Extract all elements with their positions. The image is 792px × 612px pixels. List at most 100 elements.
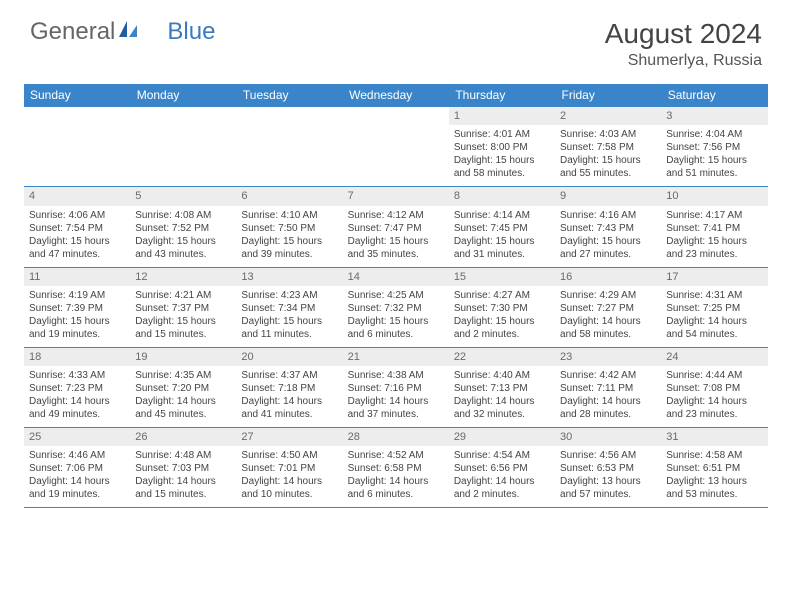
brand-part2: Blue — [167, 18, 215, 46]
day-number: 7 — [343, 187, 449, 206]
day-detail-row: Sunrise: 4:19 AMSunset: 7:39 PMDaylight:… — [24, 286, 768, 348]
weekday-header: Monday — [130, 84, 236, 107]
day-number: 6 — [236, 187, 342, 206]
sunrise-text: Sunrise: 4:12 AM — [348, 209, 444, 222]
sunrise-text: Sunrise: 4:42 AM — [560, 369, 656, 382]
day-number: 1 — [449, 107, 555, 126]
day-cell — [343, 125, 449, 187]
daylight-text: Daylight: 15 hours and 43 minutes. — [135, 235, 231, 261]
sunset-text: Sunset: 7:03 PM — [135, 462, 231, 475]
sunset-text: Sunset: 7:37 PM — [135, 302, 231, 315]
sunset-text: Sunset: 7:08 PM — [666, 382, 762, 395]
sunrise-text: Sunrise: 4:37 AM — [241, 369, 337, 382]
day-number: 16 — [555, 267, 661, 286]
day-number — [236, 107, 342, 126]
sunrise-text: Sunrise: 4:48 AM — [135, 449, 231, 462]
day-cell: Sunrise: 4:31 AMSunset: 7:25 PMDaylight:… — [661, 286, 767, 348]
brand-logo: General Blue — [30, 18, 215, 46]
title-block: August 2024 Shumerlya, Russia — [605, 18, 762, 70]
sunrise-text: Sunrise: 4:52 AM — [348, 449, 444, 462]
day-detail-row: Sunrise: 4:01 AMSunset: 8:00 PMDaylight:… — [24, 125, 768, 187]
sunset-text: Sunset: 7:50 PM — [241, 222, 337, 235]
sunset-text: Sunset: 7:32 PM — [348, 302, 444, 315]
daylight-text: Daylight: 15 hours and 51 minutes. — [666, 154, 762, 180]
day-cell: Sunrise: 4:37 AMSunset: 7:18 PMDaylight:… — [236, 366, 342, 428]
daylight-text: Daylight: 15 hours and 2 minutes. — [454, 315, 550, 341]
sunset-text: Sunset: 7:39 PM — [29, 302, 125, 315]
weekday-header: Tuesday — [236, 84, 342, 107]
day-cell: Sunrise: 4:08 AMSunset: 7:52 PMDaylight:… — [130, 206, 236, 268]
weekday-header: Wednesday — [343, 84, 449, 107]
day-cell: Sunrise: 4:19 AMSunset: 7:39 PMDaylight:… — [24, 286, 130, 348]
day-cell: Sunrise: 4:10 AMSunset: 7:50 PMDaylight:… — [236, 206, 342, 268]
day-detail-row: Sunrise: 4:33 AMSunset: 7:23 PMDaylight:… — [24, 366, 768, 428]
day-number-row: 18192021222324 — [24, 347, 768, 366]
day-number: 8 — [449, 187, 555, 206]
sunset-text: Sunset: 8:00 PM — [454, 141, 550, 154]
daylight-text: Daylight: 14 hours and 19 minutes. — [29, 475, 125, 501]
daylight-text: Daylight: 15 hours and 11 minutes. — [241, 315, 337, 341]
month-title: August 2024 — [605, 18, 762, 50]
day-cell — [24, 125, 130, 187]
daylight-text: Daylight: 13 hours and 53 minutes. — [666, 475, 762, 501]
sunset-text: Sunset: 7:52 PM — [135, 222, 231, 235]
sunrise-text: Sunrise: 4:50 AM — [241, 449, 337, 462]
day-cell: Sunrise: 4:29 AMSunset: 7:27 PMDaylight:… — [555, 286, 661, 348]
weekday-header: Thursday — [449, 84, 555, 107]
sunrise-text: Sunrise: 4:06 AM — [29, 209, 125, 222]
sunset-text: Sunset: 7:34 PM — [241, 302, 337, 315]
sunset-text: Sunset: 6:51 PM — [666, 462, 762, 475]
daylight-text: Daylight: 15 hours and 15 minutes. — [135, 315, 231, 341]
daylight-text: Daylight: 15 hours and 39 minutes. — [241, 235, 337, 261]
day-cell: Sunrise: 4:17 AMSunset: 7:41 PMDaylight:… — [661, 206, 767, 268]
daylight-text: Daylight: 14 hours and 15 minutes. — [135, 475, 231, 501]
sunset-text: Sunset: 6:56 PM — [454, 462, 550, 475]
day-number — [130, 107, 236, 126]
sunset-text: Sunset: 7:20 PM — [135, 382, 231, 395]
sunrise-text: Sunrise: 4:17 AM — [666, 209, 762, 222]
day-number: 31 — [661, 428, 767, 447]
daylight-text: Daylight: 15 hours and 47 minutes. — [29, 235, 125, 261]
daylight-text: Daylight: 14 hours and 32 minutes. — [454, 395, 550, 421]
day-number: 12 — [130, 267, 236, 286]
day-cell: Sunrise: 4:35 AMSunset: 7:20 PMDaylight:… — [130, 366, 236, 428]
daylight-text: Daylight: 14 hours and 54 minutes. — [666, 315, 762, 341]
day-cell: Sunrise: 4:38 AMSunset: 7:16 PMDaylight:… — [343, 366, 449, 428]
daylight-text: Daylight: 15 hours and 23 minutes. — [666, 235, 762, 261]
day-cell: Sunrise: 4:03 AMSunset: 7:58 PMDaylight:… — [555, 125, 661, 187]
location-label: Shumerlya, Russia — [605, 52, 762, 70]
sunrise-text: Sunrise: 4:03 AM — [560, 128, 656, 141]
sunrise-text: Sunrise: 4:33 AM — [29, 369, 125, 382]
sunset-text: Sunset: 7:13 PM — [454, 382, 550, 395]
daylight-text: Daylight: 14 hours and 28 minutes. — [560, 395, 656, 421]
sunrise-text: Sunrise: 4:23 AM — [241, 289, 337, 302]
day-number: 5 — [130, 187, 236, 206]
sunset-text: Sunset: 7:11 PM — [560, 382, 656, 395]
day-number — [343, 107, 449, 126]
day-number: 24 — [661, 347, 767, 366]
sunrise-text: Sunrise: 4:46 AM — [29, 449, 125, 462]
sunrise-text: Sunrise: 4:08 AM — [135, 209, 231, 222]
daylight-text: Daylight: 14 hours and 41 minutes. — [241, 395, 337, 421]
day-cell: Sunrise: 4:12 AMSunset: 7:47 PMDaylight:… — [343, 206, 449, 268]
day-cell: Sunrise: 4:01 AMSunset: 8:00 PMDaylight:… — [449, 125, 555, 187]
sunset-text: Sunset: 7:30 PM — [454, 302, 550, 315]
day-number: 17 — [661, 267, 767, 286]
calendar-header-row: SundayMondayTuesdayWednesdayThursdayFrid… — [24, 84, 768, 107]
day-number-row: 11121314151617 — [24, 267, 768, 286]
brand-part1: General — [30, 18, 115, 46]
day-number: 3 — [661, 107, 767, 126]
day-number: 15 — [449, 267, 555, 286]
day-cell: Sunrise: 4:25 AMSunset: 7:32 PMDaylight:… — [343, 286, 449, 348]
day-number-row: 45678910 — [24, 187, 768, 206]
sail-icon — [117, 18, 139, 46]
day-number: 9 — [555, 187, 661, 206]
sunset-text: Sunset: 7:16 PM — [348, 382, 444, 395]
day-number: 11 — [24, 267, 130, 286]
daylight-text: Daylight: 15 hours and 35 minutes. — [348, 235, 444, 261]
sunset-text: Sunset: 7:06 PM — [29, 462, 125, 475]
day-number: 29 — [449, 428, 555, 447]
daylight-text: Daylight: 15 hours and 55 minutes. — [560, 154, 656, 180]
sunrise-text: Sunrise: 4:04 AM — [666, 128, 762, 141]
day-cell: Sunrise: 4:06 AMSunset: 7:54 PMDaylight:… — [24, 206, 130, 268]
